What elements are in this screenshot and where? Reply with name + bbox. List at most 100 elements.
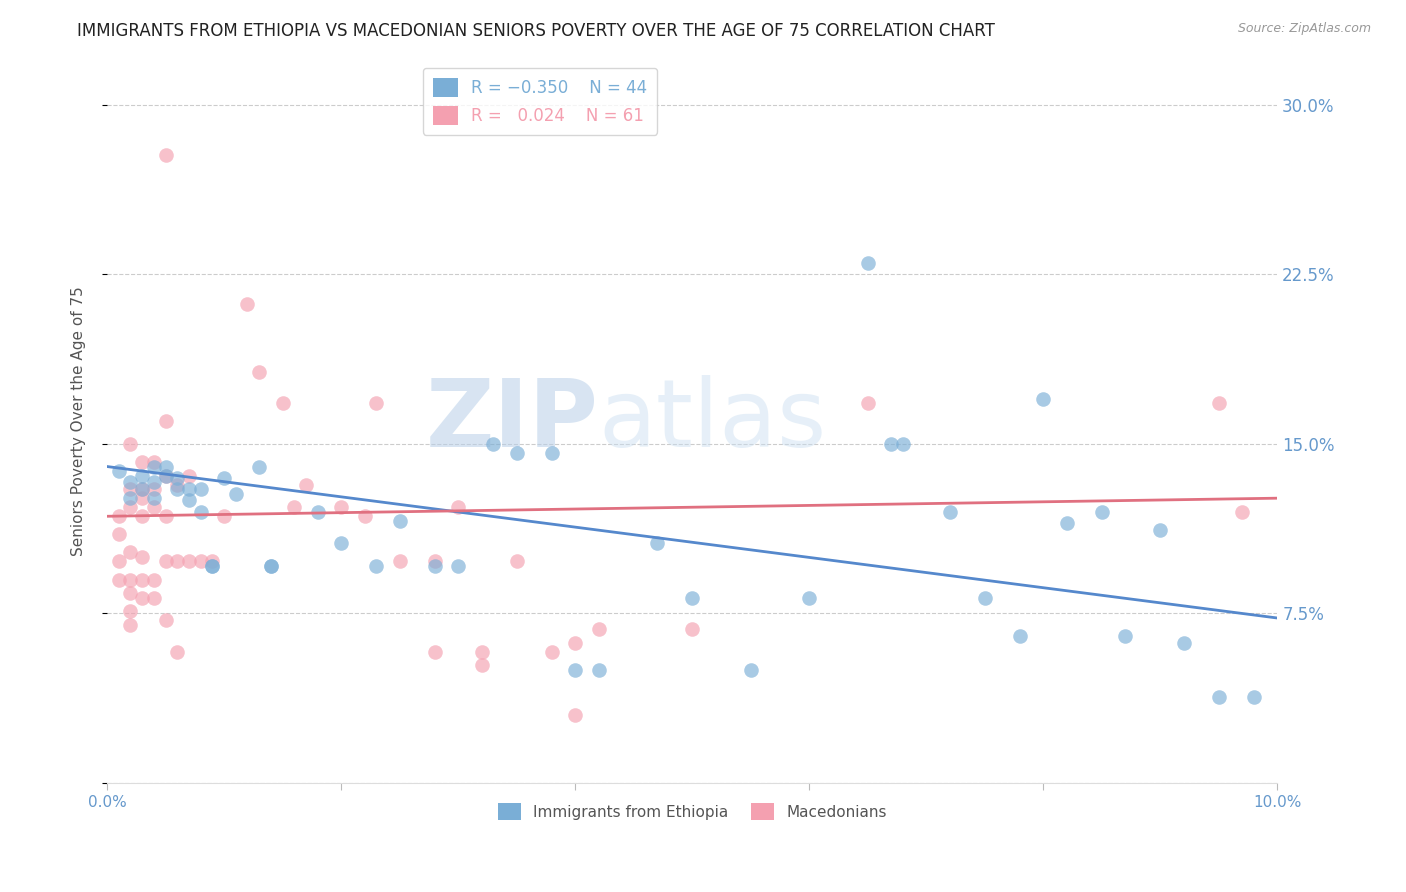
Point: [681, 591, 703, 605]
Point: [247, 365, 270, 379]
Point: [107, 527, 129, 541]
Point: [166, 471, 188, 485]
Point: [588, 663, 610, 677]
Point: [107, 554, 129, 568]
Point: [201, 559, 224, 574]
Point: [120, 604, 142, 618]
Point: [201, 554, 224, 568]
Point: [564, 708, 586, 723]
Point: [447, 559, 470, 574]
Point: [131, 491, 153, 506]
Point: [142, 491, 165, 506]
Point: [564, 636, 586, 650]
Point: [166, 477, 188, 491]
Point: [1056, 516, 1078, 530]
Point: [142, 475, 165, 490]
Point: [131, 549, 153, 564]
Point: [190, 554, 212, 568]
Point: [212, 509, 235, 524]
Point: [142, 500, 165, 515]
Point: [142, 455, 165, 469]
Point: [142, 459, 165, 474]
Point: [740, 663, 762, 677]
Point: [155, 147, 177, 161]
Point: [166, 554, 188, 568]
Point: [330, 500, 353, 515]
Point: [120, 437, 142, 451]
Point: [131, 468, 153, 483]
Point: [366, 559, 388, 574]
Point: [564, 663, 586, 677]
Point: [236, 297, 259, 311]
Point: [307, 505, 329, 519]
Point: [131, 455, 153, 469]
Point: [142, 591, 165, 605]
Text: atlas: atlas: [599, 376, 827, 467]
Text: Source: ZipAtlas.com: Source: ZipAtlas.com: [1237, 22, 1371, 36]
Point: [177, 554, 200, 568]
Point: [155, 468, 177, 483]
Point: [107, 573, 129, 587]
Point: [142, 482, 165, 496]
Point: [938, 505, 960, 519]
Point: [131, 573, 153, 587]
Point: [155, 459, 177, 474]
Point: [366, 396, 388, 410]
Point: [177, 468, 200, 483]
Point: [295, 477, 318, 491]
Point: [1208, 396, 1230, 410]
Point: [1173, 636, 1195, 650]
Point: [120, 573, 142, 587]
Point: [880, 437, 903, 451]
Point: [225, 486, 247, 500]
Point: [155, 509, 177, 524]
Point: [330, 536, 353, 550]
Point: [423, 645, 446, 659]
Point: [190, 482, 212, 496]
Point: [482, 437, 505, 451]
Point: [131, 482, 153, 496]
Point: [260, 559, 283, 574]
Point: [1032, 392, 1054, 406]
Point: [470, 658, 492, 673]
Point: [540, 446, 562, 460]
Point: [540, 645, 562, 659]
Point: [120, 491, 142, 506]
Legend: Immigrants from Ethiopia, Macedonians: Immigrants from Ethiopia, Macedonians: [492, 797, 893, 826]
Point: [388, 514, 411, 528]
Point: [131, 509, 153, 524]
Point: [120, 545, 142, 559]
Point: [1208, 690, 1230, 705]
Point: [1149, 523, 1171, 537]
Point: [120, 617, 142, 632]
Point: [155, 554, 177, 568]
Point: [271, 396, 294, 410]
Point: [856, 396, 879, 410]
Point: [645, 536, 668, 550]
Point: [423, 554, 446, 568]
Point: [283, 500, 305, 515]
Point: [155, 414, 177, 428]
Point: [120, 482, 142, 496]
Point: [588, 623, 610, 637]
Point: [1243, 690, 1265, 705]
Point: [107, 464, 129, 478]
Point: [260, 559, 283, 574]
Point: [131, 591, 153, 605]
Point: [470, 645, 492, 659]
Point: [107, 509, 129, 524]
Point: [120, 586, 142, 600]
Y-axis label: Seniors Poverty Over the Age of 75: Seniors Poverty Over the Age of 75: [72, 286, 86, 557]
Point: [1091, 505, 1114, 519]
Point: [891, 437, 914, 451]
Point: [166, 482, 188, 496]
Point: [681, 623, 703, 637]
Point: [142, 573, 165, 587]
Point: [1114, 629, 1136, 643]
Point: [155, 613, 177, 627]
Point: [212, 471, 235, 485]
Point: [190, 505, 212, 519]
Point: [973, 591, 995, 605]
Point: [799, 591, 821, 605]
Point: [247, 459, 270, 474]
